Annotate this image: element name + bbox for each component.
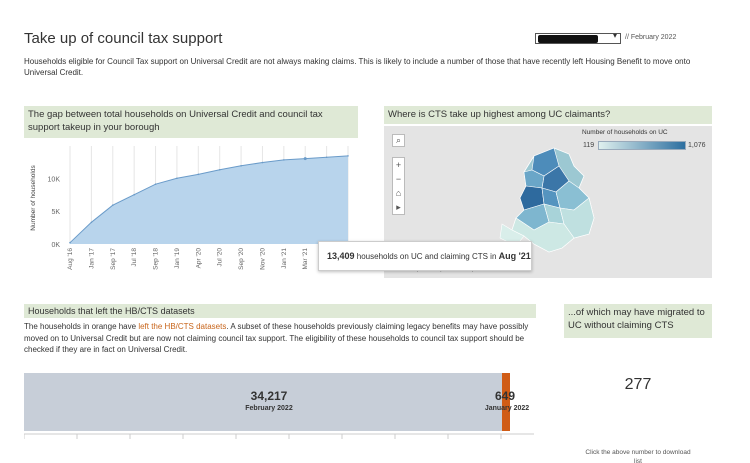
tooltip-value: 13,409 — [327, 251, 355, 261]
bar-label-january: January 2022 — [484, 405, 530, 412]
data-point[interactable] — [111, 204, 114, 207]
download-number[interactable]: 277 — [624, 376, 652, 393]
data-point[interactable] — [133, 193, 135, 196]
section4-title: ...of which may have migrated to UC with… — [564, 304, 712, 338]
data-point[interactable] — [69, 241, 71, 244]
legend-max: 1,076 — [688, 142, 706, 149]
x-tick-label: Jul '18 — [131, 248, 138, 267]
redacted-value — [538, 35, 598, 43]
x-tick-label: Apr '20 — [195, 248, 202, 269]
data-point[interactable] — [197, 173, 200, 176]
data-point[interactable] — [303, 157, 307, 161]
legend-min: 119 — [583, 142, 595, 149]
data-point[interactable] — [218, 168, 221, 171]
search-icon[interactable]: ⌕ — [392, 134, 405, 147]
bar-axis — [24, 433, 534, 439]
section3-text-after: . A subset of these households previousl… — [24, 322, 529, 354]
data-point[interactable] — [240, 165, 242, 167]
intro-text: Households eligible for Council Tax supp… — [24, 57, 691, 77]
x-tick-label: Mar '21 — [302, 248, 309, 270]
data-point[interactable] — [283, 159, 285, 161]
data-point[interactable] — [90, 221, 93, 224]
bar-january-2022[interactable] — [502, 373, 510, 431]
data-point[interactable] — [347, 155, 349, 157]
legend-title: Number of households on UC — [582, 129, 668, 136]
bar-label-february: February 2022 — [245, 405, 293, 412]
data-point[interactable] — [261, 161, 264, 164]
x-tick-label: Jan '17 — [88, 248, 95, 269]
download-hint: Click the above number to download list — [585, 449, 691, 463]
map-title: Where is CTS take up highest among UC cl… — [384, 106, 712, 124]
zoom-out-icon[interactable]: − — [395, 174, 402, 184]
x-tick-label: Jan '21 — [281, 248, 288, 269]
tooltip-date: Aug '21 — [498, 251, 531, 261]
data-point[interactable] — [154, 183, 157, 185]
map-canvas[interactable] — [384, 126, 712, 278]
section3-text: The households in orange have left the H… — [24, 321, 534, 356]
data-point[interactable] — [325, 156, 328, 159]
section3-title: Households that left the HB/CTS datasets — [24, 304, 536, 318]
home-icon[interactable]: ⌂ — [395, 188, 402, 198]
period-label: // February 2022 — [625, 34, 677, 41]
chart1-title: The gap between total households on Univ… — [24, 106, 358, 138]
area-series[interactable] — [70, 155, 348, 244]
map-zoom-controls[interactable]: + − ⌂ ▸ — [392, 157, 405, 215]
households-bar-chart[interactable]: 34,217 February 2022 649 January 2022 — [24, 373, 534, 431]
x-tick-label: Sep '17 — [110, 248, 117, 270]
y-tick-label: 10K — [48, 176, 61, 183]
bar-value-february: 34,217 — [250, 389, 288, 403]
section3-text-before: The households in orange have — [24, 322, 139, 331]
chart-tooltip: 13,409 households on UC and claiming CTS… — [318, 241, 532, 271]
data-point[interactable] — [176, 177, 178, 180]
page-title: Take up of council tax support — [24, 30, 223, 47]
area-chart[interactable]: 0K 5K 10K Number of households Aug '16 Jan '1… — [24, 140, 364, 280]
x-tick-label: Sep '18 — [153, 248, 160, 270]
uc-households-chart[interactable]: 0K 5K 10K Number of households Aug '16 Jan '1… — [24, 140, 364, 280]
legend-gradient — [598, 141, 686, 150]
x-tick-label: Nov '20 — [259, 248, 266, 270]
y-tick-label: 5K — [51, 209, 60, 216]
play-icon[interactable]: ▸ — [396, 202, 401, 212]
bar-february-2022[interactable] — [24, 373, 502, 431]
left-datasets-link[interactable]: left the HB/CTS datasets — [138, 322, 227, 331]
period-dropdown[interactable]: ▾ — [535, 31, 621, 44]
y-axis-label: Number of households — [30, 165, 37, 231]
x-tick-label: Jul '20 — [217, 248, 224, 267]
area-series-line — [69, 155, 349, 244]
borough-ward — [523, 169, 545, 189]
zoom-in-icon[interactable]: + — [395, 160, 402, 170]
bar-value-january: 649 — [494, 389, 516, 403]
tooltip-text: households on UC and claiming CTS in — [356, 252, 497, 261]
x-tick-label: Aug '16 — [67, 248, 74, 270]
chevron-down-icon[interactable]: ▾ — [612, 31, 617, 40]
x-tick-label: Jan '19 — [174, 248, 181, 269]
y-tick-label: 0K — [51, 242, 60, 249]
x-tick-label: Sep '20 — [238, 248, 245, 270]
